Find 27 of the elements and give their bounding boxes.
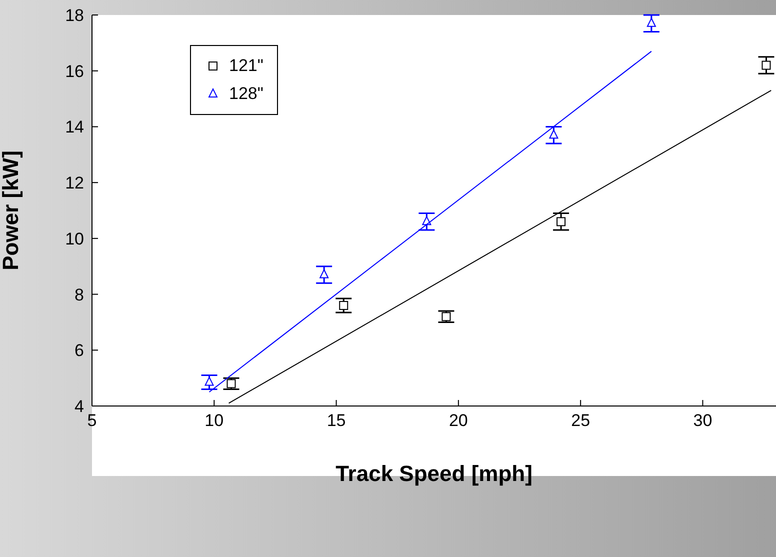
x-tick-label: 5 [87, 411, 97, 430]
point [646, 18, 656, 27]
point [226, 379, 236, 388]
point [339, 300, 348, 310]
legend-label: 121" [229, 56, 264, 76]
x-axis-title: Track Speed [mph] [336, 461, 532, 486]
point [549, 130, 558, 139]
x-tick-label: 30 [693, 411, 712, 430]
y-tick-label: 10 [65, 229, 84, 248]
point [442, 312, 451, 322]
point [204, 376, 214, 386]
x-tick-label: 20 [448, 411, 468, 430]
y-tick-label: 14 [65, 118, 84, 137]
y-tick-label: 12 [65, 174, 84, 193]
point [556, 217, 566, 226]
x-tick-label: 15 [326, 411, 346, 430]
y-tick-label: 6 [74, 341, 84, 360]
point [320, 269, 329, 278]
x-tick-label: 10 [204, 411, 224, 430]
y-axis-title: Power [kW] [0, 150, 23, 270]
y-tick-label: 18 [65, 6, 84, 26]
point [762, 60, 771, 70]
legend-label: 128" [229, 84, 264, 104]
y-tick-label: 4 [74, 397, 84, 416]
y-tick-label: 16 [65, 62, 84, 81]
x-tick-label: 25 [571, 411, 590, 430]
y-tick-label: 8 [74, 285, 84, 304]
